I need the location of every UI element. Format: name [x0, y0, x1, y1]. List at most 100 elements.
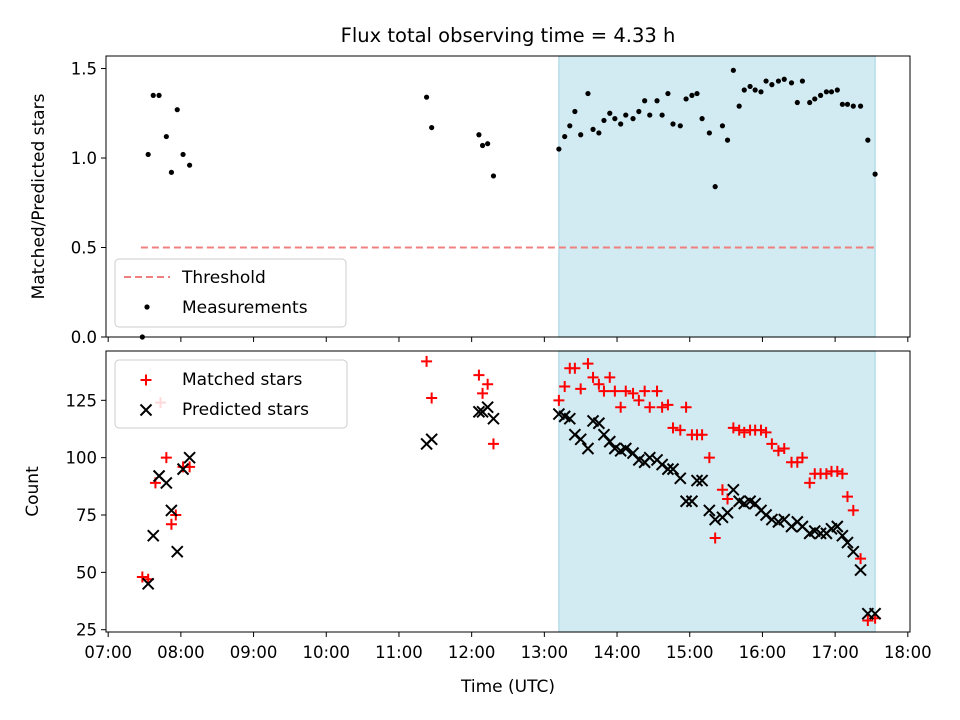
legend-threshold-label: Threshold: [181, 268, 266, 288]
measurement-point: [556, 146, 562, 152]
chart-title: Flux total observing time = 4.33 h: [341, 24, 676, 47]
bottom-legend: Matched stars Predicted stars: [114, 359, 348, 429]
top-legend-box: [114, 258, 347, 328]
x-tick-label: 18:00: [884, 643, 932, 662]
measurement-point: [706, 130, 712, 136]
legend-matched-swatch: [140, 374, 152, 386]
predicted-star-point: [574, 433, 587, 446]
observing-window-shade: [558, 350, 876, 633]
measurement-point: [769, 82, 775, 88]
matched-star-point: [644, 401, 656, 413]
measurement-point: [174, 107, 180, 113]
measurement-point: [865, 137, 871, 143]
legend-matched-label: Matched stars: [182, 370, 302, 390]
measurement-point: [612, 116, 618, 122]
y-tick-label: 125: [66, 391, 98, 410]
y-tick-label: 0.0: [71, 328, 97, 347]
matched-star-point: [639, 385, 651, 397]
x-tick-label: 17:00: [811, 643, 859, 662]
matched-star-point: [633, 394, 645, 406]
bottom-y-axis-label: Count: [23, 466, 43, 517]
top-measurement-points: [139, 67, 878, 340]
x-tick-label: 12:00: [448, 643, 496, 662]
measurement-point: [741, 87, 747, 93]
y-tick-label: 75: [76, 506, 97, 525]
x-tick-label: 10:00: [302, 643, 350, 662]
measurement-point: [850, 103, 856, 109]
measurement-point: [747, 83, 753, 90]
matched-star-point: [847, 504, 859, 516]
measurement-point: [823, 89, 830, 95]
matched-star-point: [656, 401, 668, 413]
bottom-observing-window: [558, 350, 876, 633]
predicted-star-point: [563, 412, 576, 425]
matched-star-point: [766, 438, 778, 450]
predicted-star-point: [165, 504, 178, 517]
measurement-point: [647, 112, 653, 118]
matched-star-point: [136, 571, 148, 583]
measurement-point: [834, 87, 840, 93]
measurement-point: [683, 96, 689, 102]
matched-star-point: [703, 452, 715, 464]
measurement-point: [752, 87, 758, 93]
predicted-star-point: [619, 442, 632, 455]
matched-star-point: [738, 426, 750, 438]
matched-star-point: [582, 358, 594, 370]
legend-measurement-label: Measurements: [182, 298, 308, 318]
predicted-star-point: [814, 527, 827, 540]
matched-star-point: [680, 401, 692, 413]
legend-predicted-label: Predicted stars: [182, 400, 309, 420]
matched-star-point: [755, 424, 767, 436]
matched-star-point: [760, 426, 772, 438]
measurement-point: [857, 103, 864, 109]
measurement-point: [578, 132, 584, 138]
predicted-star-point: [581, 442, 595, 455]
predicted-star-point: [703, 504, 716, 517]
measurement-point: [630, 116, 636, 122]
predicted-star-point: [765, 513, 779, 526]
predicted-star-point: [487, 412, 500, 425]
measurement-point: [642, 98, 648, 104]
measurement-point: [758, 89, 764, 95]
matched-star-point: [804, 477, 816, 489]
predicted-star-point: [592, 417, 606, 430]
bottom-y-axis-ticks: 25 50 75 100 125: [66, 391, 106, 640]
measurement-point: [724, 137, 731, 143]
matched-star-point: [727, 422, 739, 434]
measurement-point: [781, 76, 787, 82]
measurement-point: [567, 123, 573, 129]
matched-star-point: [627, 387, 639, 399]
measurement-point: [585, 90, 591, 97]
measurement-point: [812, 96, 818, 102]
predicted-star-point: [171, 545, 184, 558]
measurement-point: [423, 94, 430, 100]
measurement-point: [590, 126, 596, 132]
measurement-point: [799, 78, 806, 84]
x-tick-label: 09:00: [230, 643, 278, 662]
y-tick-label: 50: [76, 563, 97, 582]
bottom-x-axis-ticks: 07:00 08:00 09:00 10:00 11:00 12:00 13:00 14:00…: [84, 632, 932, 662]
measurement-point: [775, 78, 782, 84]
bottom-panel: 25 50 75 100 125 07:00 08:00 09:00 10:00 11:00 12…: [23, 350, 932, 697]
predicted-star-point: [472, 405, 486, 418]
measurement-point: [429, 124, 435, 131]
measurement-point: [763, 78, 769, 84]
top-y-axis-ticks: 0.0 0.5 1.0 1.5: [71, 60, 106, 347]
measurement-point: [607, 110, 613, 116]
measurement-point: [872, 171, 878, 177]
matched-star-point: [421, 355, 433, 367]
matched-star-point: [487, 438, 499, 450]
top-x-axis-ticks: [107, 337, 909, 342]
x-tick-label: 15:00: [666, 643, 714, 662]
y-tick-label: 0.5: [71, 239, 97, 258]
top-observing-window: [558, 55, 876, 338]
measurement-point: [654, 98, 660, 104]
measurement-point: [844, 101, 851, 107]
predicted-star-point: [147, 529, 160, 542]
legend-predicted-swatch: [139, 403, 153, 417]
measurement-point: [719, 123, 726, 129]
legend-measurement-swatch: [144, 304, 150, 310]
bottom-legend-box: [114, 359, 348, 429]
matched-star-point: [553, 394, 565, 406]
